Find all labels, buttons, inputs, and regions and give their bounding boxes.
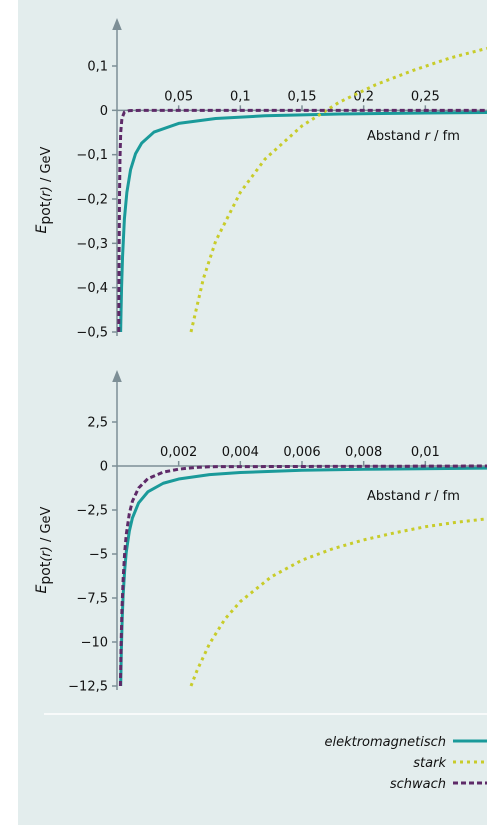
series-stark	[189, 46, 487, 333]
y-tick-label: −0,2	[76, 193, 108, 208]
y-tick-label: −0,1	[76, 148, 108, 163]
y-axis-title: Epot(r) / GeV	[34, 146, 54, 233]
chart-1: 0,1 0 −0,1 −0,2 −0,3 −0,4 −0,5 0,05 0,1 0,15 0,2 0,…	[34, 18, 487, 341]
y-tick-label: −5	[89, 548, 108, 563]
y-tick-label: −12,5	[68, 680, 108, 695]
x-tick-label: 0,2	[353, 89, 374, 104]
series-elektromagnetisch	[119, 111, 487, 333]
y-tick-label: −0,3	[76, 237, 108, 252]
y-tick-label: −2,5	[76, 504, 108, 519]
chart-2: 2,5 0 −2,5 −5 −7,5 −10 −12,5 0,002 0,004 0,006 0,0…	[34, 370, 487, 695]
x-tick-label: 0,006	[283, 445, 320, 460]
y-axis-title: Epot(r) / GeV	[34, 506, 54, 593]
y-tick-label: 0	[100, 460, 108, 475]
y-tick-label: 0	[100, 104, 108, 119]
y-tick-label: −0,5	[76, 326, 108, 341]
y-tick-label: −7,5	[76, 592, 108, 607]
y-tick-label: −10	[81, 636, 108, 651]
series-stark	[189, 517, 487, 687]
x-axis-title: Abstand r / fm	[367, 489, 460, 504]
legend-label: stark	[413, 756, 446, 771]
legend-item-stark: stark	[413, 756, 487, 771]
x-tick-label: 0,1	[230, 89, 251, 104]
series-schwach	[117, 108, 487, 333]
x-tick-label: 0,25	[411, 89, 440, 104]
x-axis-title: Abstand r / fm	[367, 129, 460, 144]
legend-item-schwach: schwach	[390, 777, 487, 792]
y-tick-label: −0,4	[76, 281, 108, 296]
legend-item-elektromagnetisch: elektromagnetisch	[324, 735, 487, 750]
legend-label: elektromagnetisch	[324, 735, 446, 750]
series-schwach	[118, 464, 487, 687]
x-tick-label: 0,01	[411, 445, 440, 460]
figure-panel	[18, 0, 487, 825]
x-tick-label: 0,004	[222, 445, 259, 460]
legend: elektromagnetisch stark schwach	[324, 735, 487, 792]
legend-label: schwach	[390, 777, 446, 792]
x-tick-label: 0,05	[164, 89, 193, 104]
y-tick-label: 0,1	[87, 60, 108, 75]
y-tick-label: 2,5	[87, 416, 108, 431]
x-tick-label: 0,15	[288, 89, 317, 104]
x-tick-label: 0,008	[345, 445, 382, 460]
x-tick-label: 0,002	[160, 445, 197, 460]
